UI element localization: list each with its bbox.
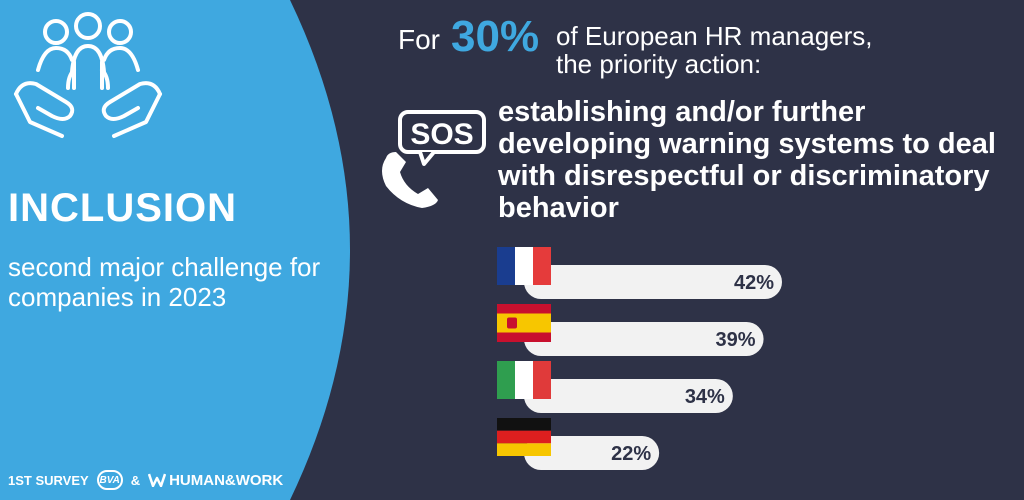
intro-rest-text: of European HR managers, the priority ac… xyxy=(556,21,873,79)
italy-flag-icon xyxy=(497,361,551,399)
page-title: INCLUSION xyxy=(8,186,237,230)
bar-italy xyxy=(524,379,733,413)
human-work-label: HUMAN&WORK xyxy=(169,471,284,489)
ampersand: & xyxy=(130,472,141,488)
subtitle: second major challenge for companies in … xyxy=(8,252,321,312)
spain-flag-icon xyxy=(497,304,551,342)
inclusion-hands-people-icon xyxy=(14,12,162,138)
bar-germany xyxy=(524,436,660,470)
bar-spain xyxy=(524,322,764,356)
bar-france xyxy=(524,265,782,299)
survey-label: 1ST SURVEY xyxy=(8,472,89,488)
w-mark-icon xyxy=(148,473,167,487)
bva-logo: BVA xyxy=(96,470,123,490)
value-label-spain: 39% xyxy=(716,329,756,351)
sos-phone-icon: SOS xyxy=(382,110,486,208)
value-label-germany: 22% xyxy=(611,443,651,465)
svg-text:SOS: SOS xyxy=(410,118,473,151)
value-label-france: 42% xyxy=(734,272,774,294)
human-work-logo: HUMAN&WORK xyxy=(148,472,283,489)
value-label-italy: 34% xyxy=(685,386,725,408)
footer: 1ST SURVEY BVA & HUMAN&WORK xyxy=(8,468,283,492)
priority-action-text: establishing and/or further developing w… xyxy=(498,96,996,224)
intro-for-text: For xyxy=(398,24,440,55)
highlight-percent: 30% xyxy=(451,12,540,61)
germany-flag-icon xyxy=(497,418,551,456)
france-flag-icon xyxy=(497,247,551,285)
